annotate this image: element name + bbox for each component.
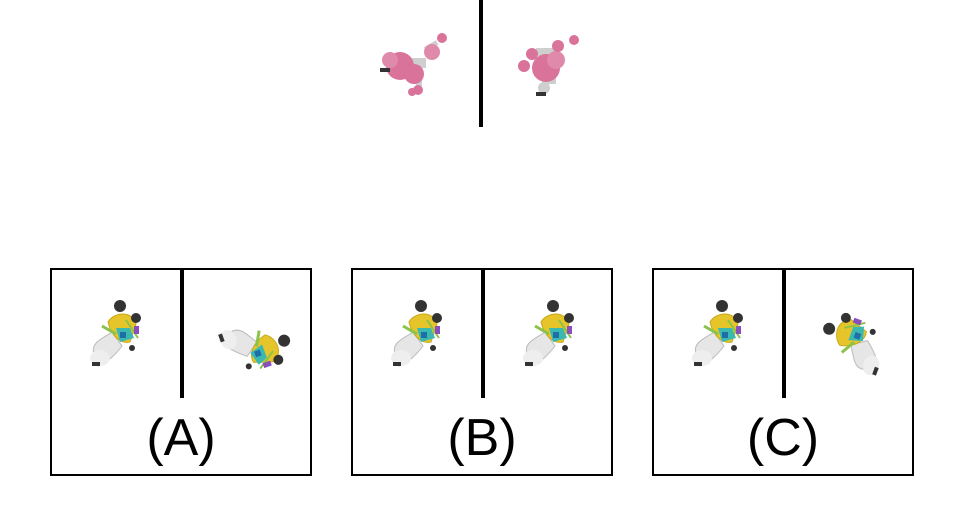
- option-a[interactable]: (A): [50, 268, 312, 476]
- robot-toy-rotated-icon: [811, 305, 895, 379]
- robot-toy-icon: [389, 298, 444, 368]
- option-b[interactable]: (B): [351, 268, 613, 476]
- pink-molecule-rotated-icon: [518, 35, 579, 96]
- robot-toy-icon: [88, 298, 143, 368]
- robot-toy-rotated-icon: [215, 308, 299, 383]
- option-b-label: (B): [447, 409, 517, 467]
- robot-toy-icon-right: [521, 298, 576, 368]
- option-a-label: (A): [146, 409, 216, 467]
- option-c-label: (C): [746, 409, 820, 467]
- robot-toy-icon: [690, 298, 745, 368]
- option-c[interactable]: (C): [652, 268, 914, 476]
- pink-molecule-icon: [380, 33, 447, 96]
- option-b-divider: [481, 270, 485, 398]
- option-a-divider: [180, 270, 184, 398]
- reference-divider: [479, 0, 483, 127]
- option-c-divider: [782, 270, 786, 398]
